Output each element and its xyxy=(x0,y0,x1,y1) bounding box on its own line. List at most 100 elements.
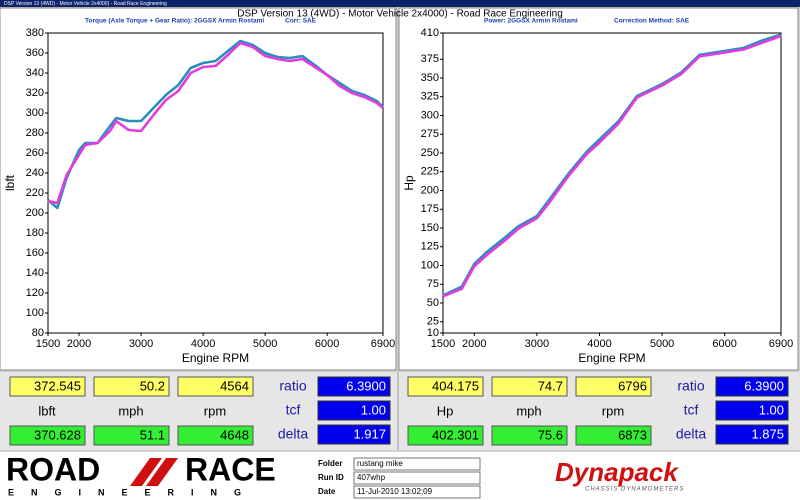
plot-area xyxy=(47,32,384,334)
y-tick-label: 225 xyxy=(421,166,439,178)
param-box xyxy=(317,376,391,397)
y-tick-label: 340 xyxy=(26,67,44,79)
readout-value: 6796 xyxy=(618,378,647,393)
param-value: 6.3900 xyxy=(346,378,386,393)
x-axis-label: Engine RPM xyxy=(578,351,645,365)
param-value: 1.917 xyxy=(353,426,386,441)
readout-box xyxy=(407,425,484,446)
y-tick-label: 10 xyxy=(427,327,439,339)
logo-left: ROAD xyxy=(6,451,100,487)
title-bar xyxy=(0,0,800,7)
y-tick-label: 260 xyxy=(26,147,44,159)
readout-value: 4648 xyxy=(220,427,249,442)
y-tick-label: 80 xyxy=(32,327,44,339)
x-tick-label: 4000 xyxy=(587,338,611,350)
readout-value: 50.2 xyxy=(140,378,165,393)
param-box xyxy=(715,424,789,445)
logo-slash xyxy=(146,458,178,486)
param-name: delta xyxy=(278,426,309,442)
logo: ROAD RACE ENGINEERING xyxy=(6,451,276,497)
field-label: Date xyxy=(318,487,336,496)
x-tick-label: 4000 xyxy=(191,338,215,350)
readout-label: mph xyxy=(118,403,143,418)
y-tick-label: 50 xyxy=(427,297,439,309)
readout-box xyxy=(491,425,568,446)
y-tick-label: 160 xyxy=(26,247,44,259)
field-value: 11-Jul-2010 13:02:09 xyxy=(357,487,433,496)
y-tick-label: 220 xyxy=(26,187,44,199)
readout-label: rpm xyxy=(204,403,226,418)
x-tick-label: 6000 xyxy=(712,338,736,350)
y-tick-label: 360 xyxy=(26,47,44,59)
field-box xyxy=(353,457,481,471)
readout-box xyxy=(575,376,652,397)
data-line xyxy=(442,34,782,298)
x-tick-label: 6000 xyxy=(315,338,339,350)
x-tick-label: 3000 xyxy=(525,338,549,350)
y-tick-label: 375 xyxy=(421,53,439,65)
y-axis-label: lbft xyxy=(3,174,17,191)
y-tick-label: 75 xyxy=(427,278,439,290)
readout-label: rpm xyxy=(602,403,624,418)
x-tick-label: 2000 xyxy=(462,338,486,350)
param-box xyxy=(317,424,391,445)
param-box xyxy=(715,376,789,397)
readout-box xyxy=(93,425,170,446)
readout-value: 402.301 xyxy=(432,427,479,442)
field-value: 407whp xyxy=(357,473,386,482)
x-tick-label: 6900 xyxy=(371,338,395,350)
readout-box xyxy=(407,376,484,397)
readout-box xyxy=(491,376,568,397)
field-value: rustang mike xyxy=(357,459,403,468)
logo-sub: ENGINEERING xyxy=(8,487,258,497)
panel xyxy=(0,7,397,371)
panel xyxy=(398,7,799,371)
readout-value: 404.175 xyxy=(432,378,479,393)
y-tick-label: 350 xyxy=(421,72,439,84)
brand-sub: CHASSIS DYNAMOMETERS xyxy=(585,487,684,493)
y-tick-label: 100 xyxy=(26,307,44,319)
param-name: tcf xyxy=(684,402,699,418)
x-tick-label: 2000 xyxy=(67,338,91,350)
readout-value: 74.7 xyxy=(538,378,563,393)
y-tick-label: 200 xyxy=(421,184,439,196)
window-title: DSP Version 13 (4WD) - Motor Vehicle 2x4… xyxy=(4,1,167,7)
y-tick-label: 275 xyxy=(421,128,439,140)
x-tick-label: 5000 xyxy=(650,338,674,350)
y-tick-label: 325 xyxy=(421,91,439,103)
plot-area xyxy=(442,32,782,334)
field-label: Folder xyxy=(318,459,342,468)
y-tick-label: 300 xyxy=(26,107,44,119)
y-tick-label: 175 xyxy=(421,203,439,215)
brand: Dynapack xyxy=(555,457,679,487)
readout-label: lbft xyxy=(38,403,56,418)
param-box xyxy=(317,400,391,421)
y-tick-label: 240 xyxy=(26,167,44,179)
readout-value: 51.1 xyxy=(140,427,165,442)
logo-right: RACE xyxy=(185,451,276,487)
chart-note: Corr: SAE xyxy=(285,18,317,25)
param-name: ratio xyxy=(279,378,306,394)
readout-value: 4564 xyxy=(220,378,249,393)
y-axis-label: Hp xyxy=(402,175,416,191)
header-title: DSP Version 13 (4WD) - Motor Vehicle 2x4… xyxy=(237,9,563,20)
y-tick-label: 125 xyxy=(421,241,439,253)
param-box xyxy=(715,400,789,421)
readout-value: 75.6 xyxy=(538,427,563,442)
readout-label: Hp xyxy=(437,403,454,418)
readout-value: 370.628 xyxy=(34,427,81,442)
x-tick-label: 5000 xyxy=(253,338,277,350)
x-tick-label: 1500 xyxy=(36,338,60,350)
chart-subtitle: Power: 2GGSX Armin Rostami xyxy=(484,18,578,25)
readout-value: 6873 xyxy=(618,427,647,442)
x-tick-label: 1500 xyxy=(431,338,455,350)
data-line xyxy=(442,33,782,297)
y-tick-label: 120 xyxy=(26,287,44,299)
readout-box xyxy=(93,376,170,397)
param-value: 1.00 xyxy=(361,402,386,417)
readout-box xyxy=(9,425,86,446)
chart-subtitle: Torque (Axle Torque + Gear Ratio): 2GGSX… xyxy=(85,18,264,25)
param-value: 1.875 xyxy=(751,426,784,441)
